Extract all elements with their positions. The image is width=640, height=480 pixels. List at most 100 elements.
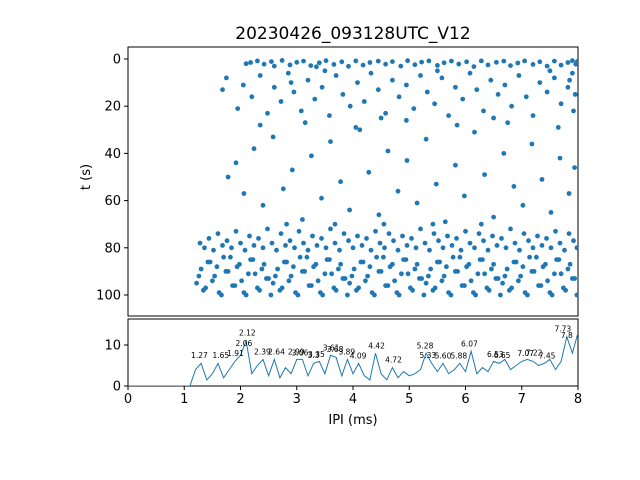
- scatter-point: [220, 243, 225, 248]
- scatter-point: [360, 62, 366, 68]
- scatter-point: [558, 101, 564, 107]
- scatter-point: [471, 290, 476, 295]
- scatter-point: [289, 167, 295, 173]
- scatter-point: [247, 233, 252, 239]
- scatter-point: [367, 60, 373, 65]
- scatter-point: [269, 59, 274, 64]
- scatter-point: [210, 278, 215, 284]
- scatter-point: [476, 231, 482, 237]
- scatter-point: [214, 264, 220, 270]
- scatter-point: [301, 240, 306, 246]
- scatter-point: [544, 236, 549, 241]
- scatter-point: [261, 261, 267, 267]
- scatter-point: [419, 59, 424, 65]
- scatter-point: [205, 259, 211, 265]
- scatter-point: [255, 285, 260, 291]
- scatter-point: [467, 240, 473, 246]
- scatter-point: [381, 221, 387, 227]
- scatter-point: [552, 271, 557, 277]
- scatter-point: [466, 261, 472, 267]
- x-tick-label: 1: [180, 392, 188, 407]
- scatter-point: [251, 243, 257, 248]
- scatter-point: [223, 269, 229, 274]
- scatter-point: [308, 63, 314, 68]
- ipi-count-line: [128, 332, 578, 386]
- scatter-point: [458, 247, 464, 253]
- scatter-point: [260, 202, 266, 208]
- x-tick-label: 4: [349, 392, 357, 407]
- scatter-point: [347, 103, 353, 109]
- scatter-point: [530, 62, 536, 67]
- scatter-point: [511, 259, 517, 265]
- peak-annotation: 2.39: [254, 348, 271, 357]
- scatter-point: [509, 103, 514, 109]
- scatter-point: [232, 283, 238, 288]
- scatter-point: [347, 280, 352, 286]
- peak-annotation: 4.42: [368, 342, 385, 351]
- scatter-point: [287, 62, 293, 68]
- scatter-point: [386, 231, 392, 237]
- scatter-point: [376, 269, 382, 274]
- scatter-point: [215, 231, 221, 237]
- scatter-point: [373, 228, 378, 234]
- scatter-point: [364, 236, 369, 241]
- scatter-point: [435, 259, 440, 265]
- scatter-point: [396, 94, 402, 100]
- scatter-point: [412, 62, 418, 68]
- scatter-point: [283, 243, 288, 248]
- x-tick-label: 5: [405, 392, 413, 407]
- peak-annotation: 3.89: [338, 348, 355, 357]
- scatter-point: [318, 290, 323, 295]
- scatter-point: [426, 58, 432, 64]
- scatter-point: [494, 59, 499, 65]
- scatter-point: [206, 236, 212, 241]
- scatter-point: [198, 266, 204, 272]
- scatter-point: [319, 84, 325, 90]
- scatter-point: [548, 245, 554, 251]
- scatter-point: [295, 292, 301, 298]
- scatter-point: [374, 254, 379, 260]
- scatter-point: [489, 266, 494, 272]
- scatter-point: [543, 261, 548, 267]
- scatter-point: [220, 87, 225, 93]
- scatter-point: [428, 266, 433, 272]
- scatter-point: [561, 285, 566, 291]
- scatter-point: [404, 82, 409, 88]
- scatter-point: [474, 87, 480, 93]
- scatter-point: [525, 292, 530, 298]
- scatter-point: [552, 75, 557, 81]
- scatter-point: [338, 261, 343, 267]
- peak-annotation: 7.45: [539, 352, 556, 361]
- scatter-point: [481, 238, 486, 244]
- scatter-point: [368, 70, 374, 76]
- scatter-point: [478, 58, 484, 64]
- scatter-point: [392, 278, 397, 284]
- scatter-point: [566, 191, 572, 196]
- scatter-point: [462, 193, 467, 199]
- scatter-point: [353, 125, 359, 130]
- scatter-point: [449, 58, 454, 64]
- scatter-point: [472, 129, 477, 135]
- scatter-point: [305, 77, 311, 83]
- scatter-point: [346, 63, 351, 69]
- scatter-point: [468, 278, 474, 284]
- scatter-point: [288, 80, 294, 85]
- scatter-point: [431, 231, 437, 237]
- peak-annotation: 7.8: [561, 331, 573, 340]
- scatter-point: [382, 245, 387, 251]
- scatter-point: [323, 58, 329, 64]
- scatter-point: [286, 278, 292, 284]
- scatter-point: [235, 106, 241, 111]
- scatter-point: [471, 64, 477, 69]
- scatter-point: [319, 236, 324, 241]
- scatter-point: [530, 113, 536, 118]
- scatter-point: [273, 273, 278, 279]
- y-tick-label: 0: [113, 53, 121, 68]
- scatter-point: [403, 257, 409, 262]
- scatter-point: [409, 236, 414, 241]
- scatter-point: [516, 73, 522, 78]
- scatter-point: [241, 290, 247, 295]
- scatter-point: [413, 245, 419, 251]
- scatter-point: [566, 231, 572, 237]
